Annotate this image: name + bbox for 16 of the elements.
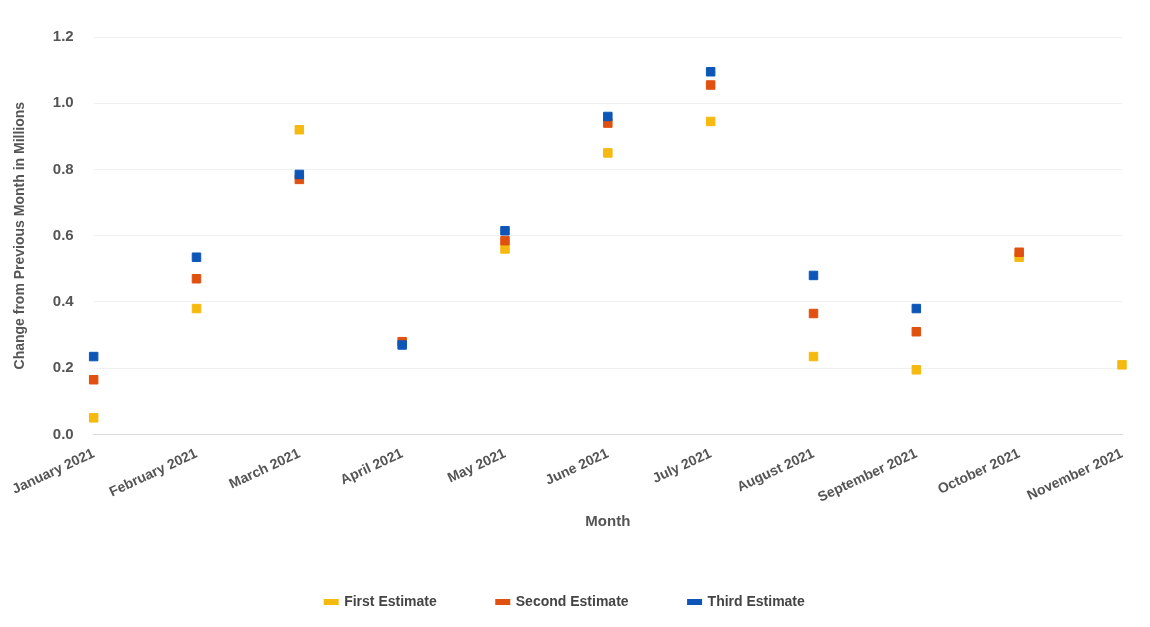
legend-label: Second Estimate bbox=[515, 592, 629, 609]
y-axis-title: Change from Previous Month in Millions bbox=[11, 101, 28, 370]
y-tick-label: 1.2 bbox=[52, 27, 74, 45]
y-tick-label: 0.6 bbox=[52, 225, 74, 243]
y-tick-label: 0.8 bbox=[52, 159, 74, 177]
y-tick-label: 0.2 bbox=[52, 358, 74, 376]
legend-label: Third Estimate bbox=[707, 592, 806, 609]
x-axis-title: Month bbox=[585, 512, 631, 530]
legend-label: First Estimate bbox=[344, 592, 437, 609]
x-tick-label: June 2021 bbox=[542, 444, 611, 488]
y-tick-label: 0.4 bbox=[52, 292, 75, 310]
y-tick-label: 1.0 bbox=[52, 93, 74, 111]
x-tick-label: July 2021 bbox=[649, 444, 714, 486]
x-tick-label: April 2021 bbox=[337, 444, 406, 488]
x-tick-label: May 2021 bbox=[444, 444, 509, 486]
y-tick-label: 0.0 bbox=[52, 424, 74, 442]
